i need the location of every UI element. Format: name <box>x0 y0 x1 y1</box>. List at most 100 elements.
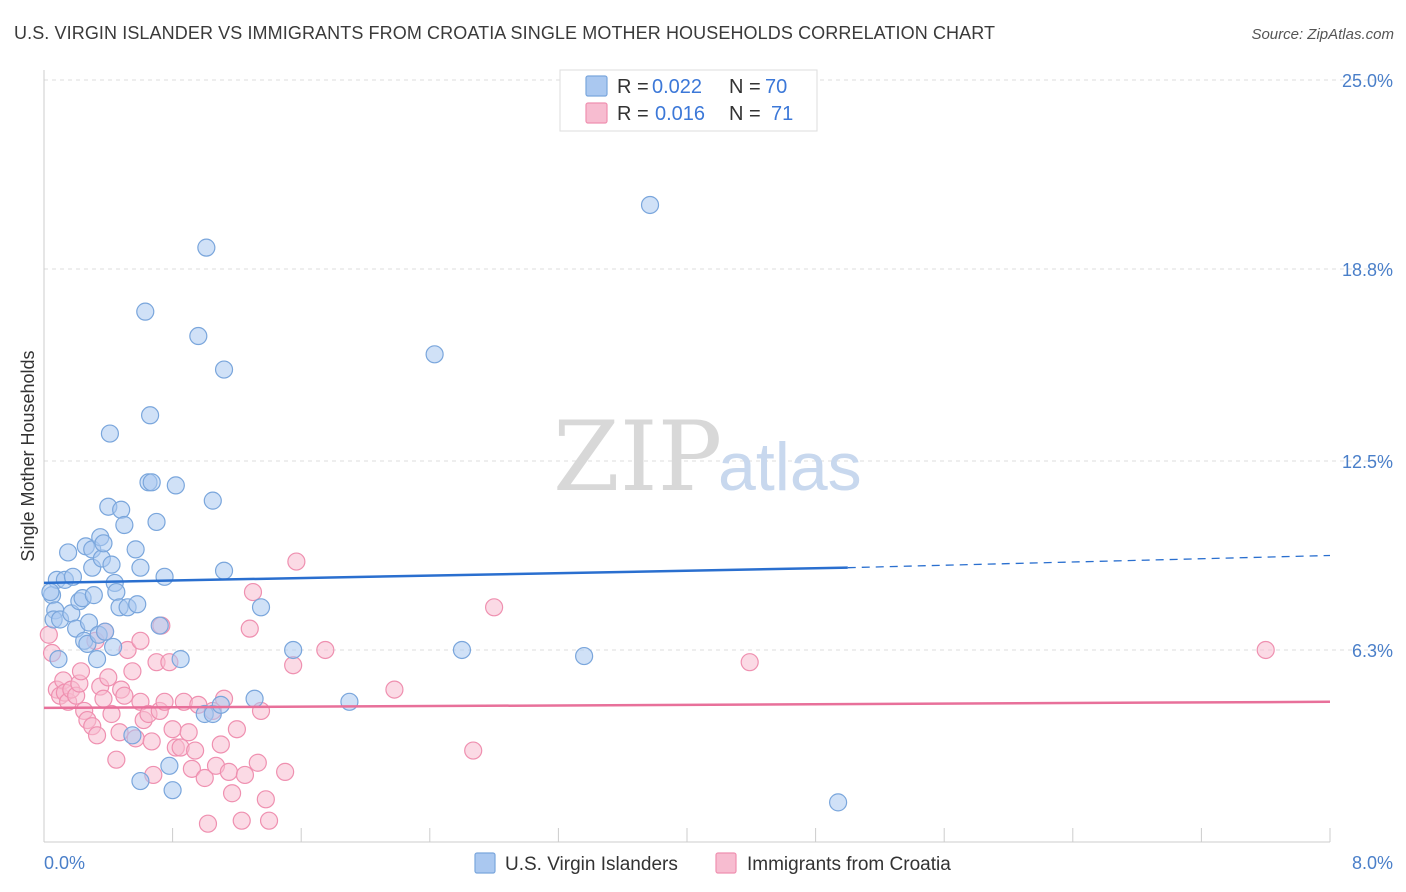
legend-n-value-1: 70 <box>765 76 787 98</box>
croatia-point-65 <box>284 656 303 675</box>
virgin-islander-point-49 <box>166 476 185 495</box>
croatia-point-63 <box>259 811 279 830</box>
croatia-point-57 <box>235 765 255 785</box>
croatia-point-68 <box>385 680 404 699</box>
y-tick-labels: 6.3% 12.5% 18.8% 25.0% <box>1342 71 1393 661</box>
y-tick-label-3: 25.0% <box>1342 71 1393 91</box>
croatia-point-47 <box>195 768 214 788</box>
virgin-islander-point-68 <box>41 582 60 602</box>
virgin-islander-point-38 <box>131 558 150 577</box>
virgin-islander-point-6 <box>59 543 78 562</box>
legend-n-label-2: N = <box>729 103 761 125</box>
virgin-islander-point-44 <box>147 512 166 532</box>
virgin-islander-point-15 <box>79 613 99 632</box>
virgin-islander-point-36 <box>126 540 145 559</box>
croatia-point-44 <box>182 759 201 778</box>
croatia-point-43 <box>179 723 198 742</box>
watermark: ZIP atlas <box>553 401 862 513</box>
virgin-islander-point-48 <box>163 781 182 800</box>
legend-n-label-1: N = <box>729 76 761 98</box>
virgin-islander-point-64 <box>452 640 472 660</box>
virgin-islander-point-57 <box>214 561 234 580</box>
virgin-islander-point-28 <box>104 637 123 657</box>
virgin-islander-point-42 <box>140 406 160 425</box>
croatia-point-54 <box>222 784 242 803</box>
croatia-point-24 <box>115 686 134 705</box>
legend-swatch-blue <box>585 75 608 97</box>
watermark-atlas: atlas <box>718 429 862 505</box>
croatia-point-67 <box>316 640 335 660</box>
virgin-islander-point-32 <box>112 500 131 519</box>
croatia-points <box>39 552 1275 833</box>
virgin-islander-point-40 <box>136 302 155 321</box>
croatia-point-17 <box>94 689 113 708</box>
croatia-point-56 <box>232 811 251 830</box>
virgin-islander-point-53 <box>197 238 216 257</box>
virgin-islander-point-67 <box>829 793 848 812</box>
croatia-point-19 <box>99 668 118 687</box>
croatia-point-37 <box>155 692 174 711</box>
croatia-point-48 <box>198 814 218 833</box>
y-tick-label-1: 12.5% <box>1342 452 1393 472</box>
legend-n-value-2: 71 <box>771 103 793 125</box>
virgin-islander-point-43 <box>142 473 161 492</box>
croatia-point-70 <box>485 598 504 617</box>
legend-top: R = 0.022 N = 70 R = 0.016 N = 71 <box>559 69 818 132</box>
croatia-point-26 <box>123 662 142 681</box>
virgin-islander-point-19 <box>87 650 107 669</box>
legend-r-label-1: R = <box>617 76 649 98</box>
y-tick-label-2: 18.8% <box>1342 260 1393 280</box>
y-axis-label: Single Mother Households <box>18 350 38 561</box>
virgin-islander-point-63 <box>425 345 444 364</box>
croatia-point-20 <box>102 704 121 724</box>
legend-r-value-1: 0.022 <box>652 76 702 98</box>
croatia-point-39 <box>163 720 182 739</box>
virgin-islander-point-50 <box>171 650 190 669</box>
virgin-islander-point-30 <box>107 582 126 602</box>
croatia-point-69 <box>464 741 483 760</box>
virgin-islander-point-61 <box>284 640 303 660</box>
virgin-islander-point-60 <box>251 598 271 617</box>
virgin-islander-point-69 <box>49 650 68 669</box>
virgin-islander-point-58 <box>214 360 234 379</box>
legend-bottom-swatch-pink <box>715 852 737 874</box>
x-tick-label-max: 8.0% <box>1352 853 1393 873</box>
virgin-islander-point-35 <box>123 726 142 745</box>
croatia-point-51 <box>211 735 230 754</box>
virgin-islander-point-51 <box>189 326 208 346</box>
croatia-trend-line <box>43 700 1331 710</box>
virgin-islander-point-45 <box>150 616 169 635</box>
x-ticks <box>43 828 1331 842</box>
croatia-point-66 <box>287 552 306 571</box>
virgin-islander-point-37 <box>128 595 147 614</box>
virgin-islander-point-47 <box>160 756 179 775</box>
croatia-point-60 <box>248 753 267 772</box>
virgin-islander-trend-line <box>43 566 848 585</box>
virgin-islander-point-39 <box>131 771 150 791</box>
croatia-point-64 <box>276 762 295 781</box>
virgin-islander-point-18 <box>84 586 103 605</box>
virgin-islander-point-46 <box>155 567 174 586</box>
virgin-islander-point-65 <box>575 646 594 666</box>
croatia-point-45 <box>186 741 205 760</box>
virgin-islander-points <box>41 195 848 812</box>
croatia-point-53 <box>219 762 238 781</box>
croatia-point-10 <box>71 662 91 681</box>
virgin-islander-trend-extension <box>847 554 1331 569</box>
croatia-point-58 <box>240 619 259 638</box>
virgin-islander-point-59 <box>245 689 264 708</box>
croatia-point-59 <box>243 582 263 602</box>
virgin-islander-point-56 <box>211 695 230 714</box>
croatia-point-32 <box>142 732 161 751</box>
virgin-islander-point-23 <box>94 534 113 553</box>
virgin-islander-point-66 <box>640 195 660 215</box>
croatia-point-62 <box>256 790 275 809</box>
virgin-islander-point-33 <box>115 515 134 535</box>
x-tick-label-min: 0.0% <box>44 853 85 873</box>
chart-source: Source: ZipAtlas.com <box>1251 26 1394 43</box>
croatia-point-72 <box>1256 640 1275 660</box>
legend-bottom-swatch-blue <box>474 852 496 874</box>
virgin-islander-point-55 <box>203 491 222 510</box>
legend-bottom: U.S. Virgin Islanders Immigrants from Cr… <box>474 852 951 875</box>
